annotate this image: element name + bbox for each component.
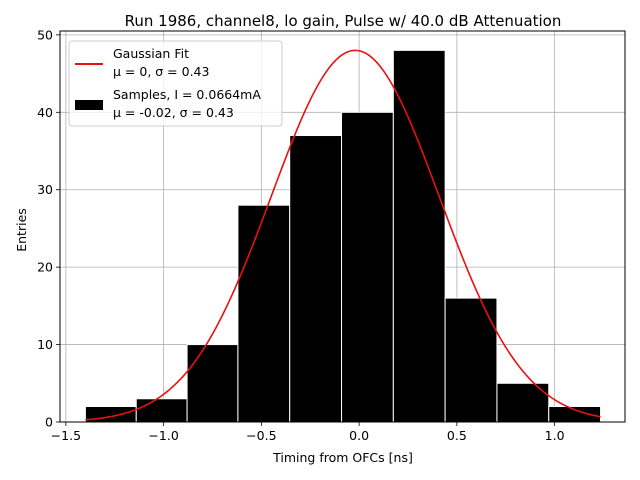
legend-fit-label: Gaussian Fit [113, 46, 189, 61]
x-tick-label: −1.0 [148, 428, 178, 443]
histogram-bar [135, 398, 188, 423]
histogram-bar [341, 111, 394, 423]
histogram-bar [237, 204, 291, 423]
legend-fit-stats: μ = 0, σ = 0.43 [113, 64, 209, 79]
legend: Gaussian Fit μ = 0, σ = 0.43 Samples, I … [68, 40, 283, 127]
histogram-bars [84, 49, 602, 423]
fit-curve [85, 49, 601, 421]
x-axis-ticks: −1.5 −1.0 −0.5 0.0 0.5 1.0 [51, 422, 565, 443]
legend-box [68, 40, 283, 127]
y-tick-label: 20 [37, 260, 53, 275]
x-tick-label: 1.0 [545, 428, 565, 443]
y-tick-label: 0 [45, 415, 53, 430]
y-tick-label: 30 [37, 182, 53, 197]
x-axis-label: Timing from OFCs [ns] [272, 450, 413, 465]
y-tick-label: 40 [37, 105, 53, 120]
histogram-bar [289, 135, 343, 423]
histogram-bar [392, 49, 446, 423]
x-tick-label: −1.5 [51, 428, 81, 443]
x-tick-label: 0.0 [349, 428, 369, 443]
y-tick-label: 10 [37, 337, 53, 352]
legend-samples-label: Samples, I = 0.0664mA [113, 87, 261, 102]
y-axis-ticks: 0 10 20 30 40 50 [37, 27, 60, 430]
gaussian-fit [85, 49, 601, 421]
legend-samples-stats: μ = -0.02, σ = 0.43 [113, 105, 234, 120]
histogram-bar [186, 344, 239, 423]
x-tick-label: −0.5 [246, 428, 276, 443]
legend-samples-swatch [75, 100, 103, 110]
x-tick-label: 0.5 [447, 428, 467, 443]
y-tick-label: 50 [37, 27, 53, 42]
chart-title: Run 1986, channel8, lo gain, Pulse w/ 40… [125, 12, 562, 30]
plot-frame [59, 30, 626, 423]
histogram-bar [444, 297, 498, 423]
y-axis-label: Entries [14, 208, 29, 252]
